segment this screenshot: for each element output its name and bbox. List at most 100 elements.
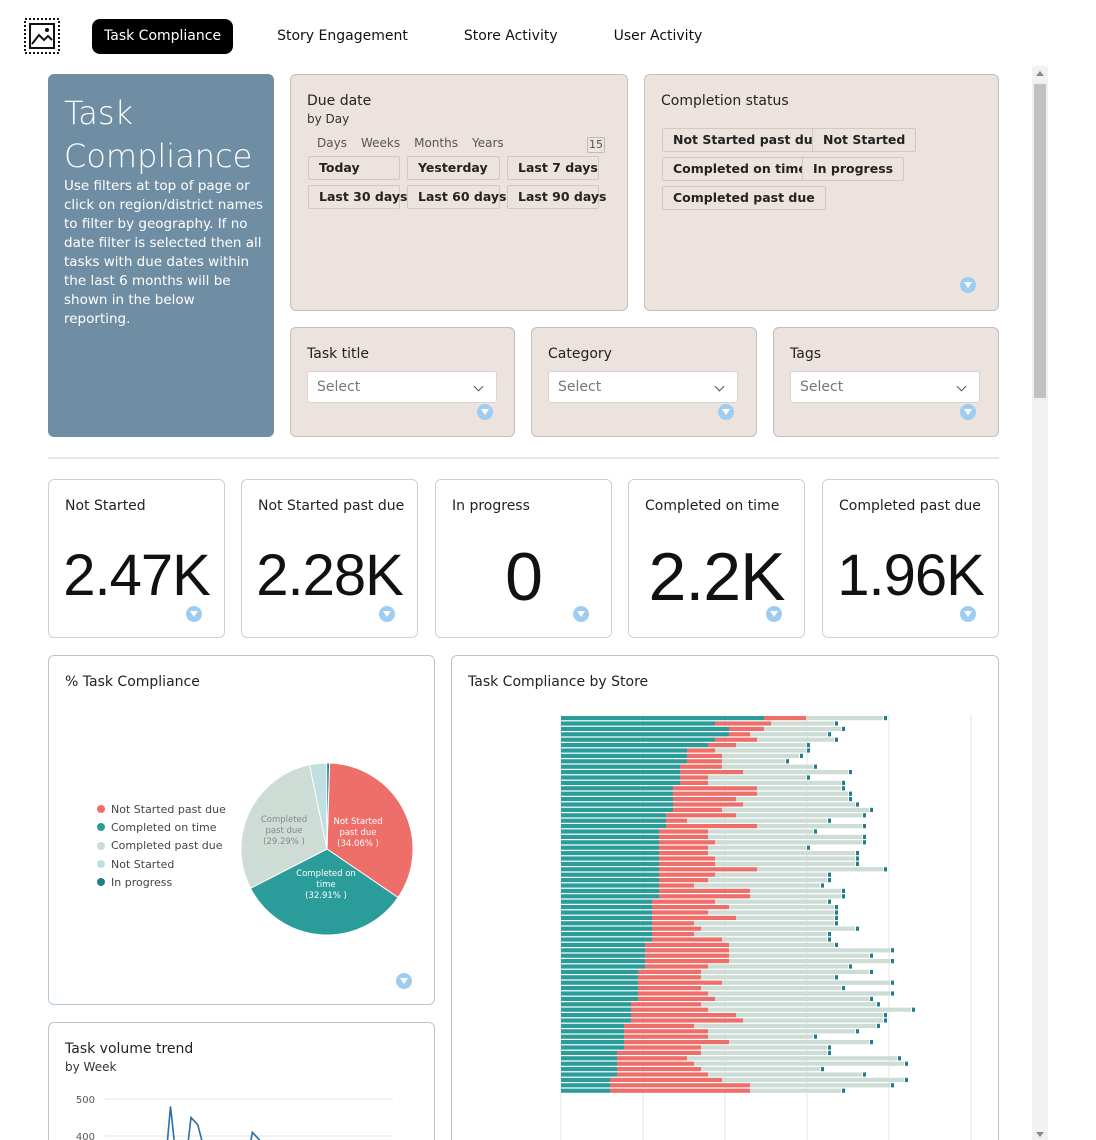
store-bar-segment[interactable] [561, 964, 645, 969]
store-bar-segment[interactable] [722, 1077, 904, 1082]
store-bar-segment[interactable] [561, 829, 659, 834]
store-bar-segment[interactable] [561, 851, 659, 856]
store-bar-marker[interactable] [856, 851, 859, 856]
store-bar-marker[interactable] [842, 1088, 845, 1093]
range-yesterday[interactable]: Yesterday [407, 156, 500, 180]
store-bar-marker[interactable] [891, 1083, 894, 1088]
scroll-thumb[interactable] [1034, 84, 1046, 398]
store-bar-segment[interactable] [561, 942, 645, 947]
store-bar-marker[interactable] [870, 969, 873, 974]
range-last-30-days[interactable]: Last 30 days [308, 185, 408, 209]
store-bar-segment[interactable] [757, 737, 834, 742]
store-bar-segment[interactable] [757, 867, 883, 872]
store-stacked-bar-chart[interactable] [452, 656, 1000, 1140]
store-bar-segment[interactable] [561, 748, 687, 753]
store-bar-segment[interactable] [708, 1007, 911, 1012]
store-bar-segment[interactable] [561, 948, 645, 953]
store-bar-segment[interactable] [561, 824, 666, 829]
store-bar-segment[interactable] [561, 1056, 617, 1061]
store-bar-segment[interactable] [561, 1040, 624, 1045]
store-bar-segment[interactable] [729, 953, 869, 958]
store-bar-segment[interactable] [708, 1072, 862, 1077]
store-bar-segment[interactable] [652, 932, 694, 937]
filter-icon[interactable] [186, 606, 202, 622]
store-bar-segment[interactable] [561, 888, 659, 893]
kpi-not-started[interactable]: Not Started 2.47K [48, 479, 225, 638]
filter-icon[interactable] [718, 404, 734, 420]
store-bar-segment[interactable] [617, 1067, 701, 1072]
store-bar-segment[interactable] [561, 770, 680, 775]
store-bar-segment[interactable] [561, 716, 764, 721]
store-bar-segment[interactable] [610, 1083, 750, 1088]
store-bar-marker[interactable] [884, 867, 887, 872]
store-bar-segment[interactable] [736, 797, 848, 802]
range-last-90-days[interactable]: Last 90 days [507, 185, 607, 209]
store-bar-segment[interactable] [652, 937, 722, 942]
filter-icon[interactable] [379, 606, 395, 622]
store-bar-segment[interactable] [624, 1040, 729, 1045]
store-bar-segment[interactable] [743, 1018, 883, 1023]
store-bar-segment[interactable] [561, 1077, 610, 1082]
store-bar-segment[interactable] [708, 910, 834, 915]
store-bar-marker[interactable] [835, 721, 838, 726]
store-bar-segment[interactable] [610, 1088, 750, 1093]
store-bar-segment[interactable] [561, 764, 680, 769]
store-bar-marker[interactable] [821, 1067, 824, 1072]
store-bar-segment[interactable] [561, 937, 652, 942]
store-bar-marker[interactable] [905, 1077, 908, 1082]
store-bar-segment[interactable] [722, 807, 869, 812]
store-bar-segment[interactable] [715, 861, 855, 866]
filter-icon[interactable] [960, 606, 976, 622]
store-bar-segment[interactable] [561, 1072, 617, 1077]
store-bar-segment[interactable] [561, 834, 659, 839]
legend-item[interactable]: Not Started [97, 855, 226, 873]
store-bar-segment[interactable] [652, 915, 736, 920]
store-bar-segment[interactable] [561, 969, 638, 974]
store-bar-segment[interactable] [764, 726, 841, 731]
store-bar-marker[interactable] [835, 915, 838, 920]
store-bar-segment[interactable] [750, 894, 841, 899]
store-bar-marker[interactable] [870, 807, 873, 812]
kpi-completed-past-due[interactable]: Completed past due 1.96K [822, 479, 999, 638]
store-bar-marker[interactable] [828, 1045, 831, 1050]
store-bar-marker[interactable] [814, 1034, 817, 1039]
store-bar-segment[interactable] [652, 905, 729, 910]
category-select[interactable]: Select [548, 371, 738, 403]
store-bar-marker[interactable] [786, 759, 789, 764]
store-bar-marker[interactable] [842, 986, 845, 991]
store-bar-marker[interactable] [877, 1002, 880, 1007]
store-bar-segment[interactable] [715, 748, 806, 753]
store-bar-segment[interactable] [631, 1013, 736, 1018]
store-bar-segment[interactable] [561, 883, 659, 888]
store-bar-segment[interactable] [666, 818, 687, 823]
store-bar-segment[interactable] [561, 959, 645, 964]
store-bar-segment[interactable] [694, 1061, 904, 1066]
store-bar-segment[interactable] [757, 824, 862, 829]
store-bar-segment[interactable] [694, 1023, 876, 1028]
store-bar-segment[interactable] [743, 770, 848, 775]
store-bar-marker[interactable] [856, 1029, 859, 1034]
store-bar-segment[interactable] [561, 953, 645, 958]
store-bar-segment[interactable] [715, 737, 757, 742]
store-bar-segment[interactable] [743, 802, 855, 807]
store-bar-marker[interactable] [863, 824, 866, 829]
store-bar-marker[interactable] [807, 845, 810, 850]
store-bar-segment[interactable] [631, 1007, 708, 1012]
store-bar-segment[interactable] [708, 834, 862, 839]
store-bar-marker[interactable] [828, 818, 831, 823]
store-bar-segment[interactable] [659, 829, 708, 834]
store-bar-segment[interactable] [561, 759, 687, 764]
store-bar-segment[interactable] [659, 851, 708, 856]
filter-icon[interactable] [477, 404, 493, 420]
store-bar-segment[interactable] [561, 775, 680, 780]
store-bar-segment[interactable] [652, 910, 708, 915]
store-bar-segment[interactable] [687, 1056, 897, 1061]
store-bar-segment[interactable] [659, 894, 750, 899]
store-bar-segment[interactable] [561, 861, 659, 866]
store-bar-segment[interactable] [645, 964, 708, 969]
store-bar-segment[interactable] [561, 1029, 624, 1034]
store-bar-segment[interactable] [708, 1034, 813, 1039]
store-bar-segment[interactable] [736, 1013, 883, 1018]
store-bar-segment[interactable] [561, 878, 659, 883]
scrollbar[interactable] [1032, 66, 1048, 1140]
